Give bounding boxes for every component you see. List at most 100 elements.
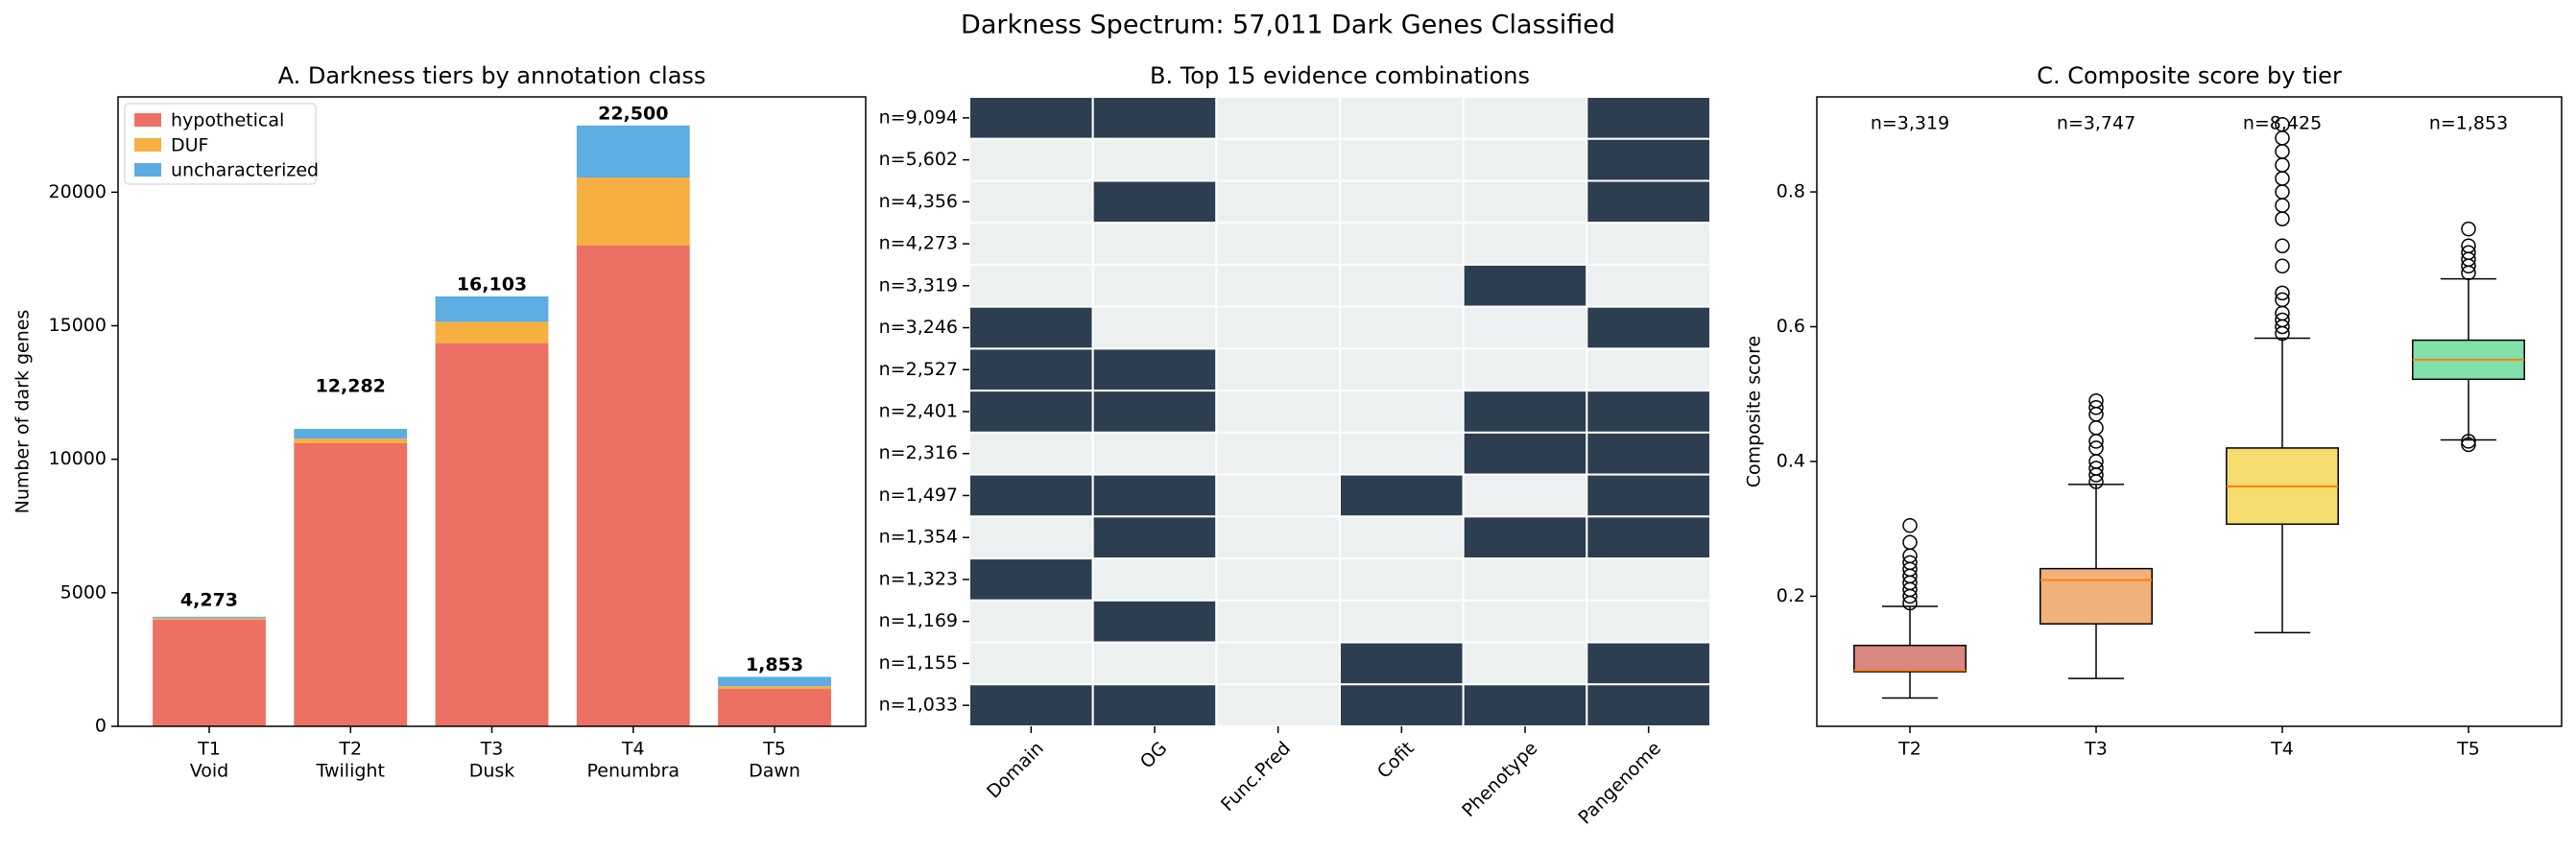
bar-segment bbox=[718, 676, 831, 687]
heatmap-cell bbox=[1091, 137, 1218, 182]
heatmap-cell bbox=[1462, 557, 1588, 602]
heatmap-cell bbox=[1462, 137, 1588, 182]
heatmap-cell bbox=[1586, 222, 1712, 266]
heatmap-cell bbox=[1091, 96, 1218, 140]
total-label: 4,273 bbox=[180, 590, 238, 611]
heatmap-cell bbox=[968, 305, 1094, 350]
heatmap-cell bbox=[1586, 96, 1712, 140]
heatmap-cell bbox=[1462, 390, 1588, 434]
heatmap-cell bbox=[1339, 390, 1465, 434]
heatmap-cell bbox=[1339, 599, 1465, 644]
row-label: n=3,246 bbox=[879, 317, 958, 338]
box bbox=[1853, 644, 1967, 673]
y-tick-label: 0.2 bbox=[1777, 585, 1805, 606]
legend-box bbox=[124, 103, 317, 185]
flier bbox=[1902, 517, 1918, 533]
heatmap-cell bbox=[968, 137, 1094, 182]
heatmap-cell bbox=[1586, 263, 1712, 308]
legend-label: hypothetical bbox=[171, 110, 284, 131]
row-label: n=2,401 bbox=[879, 401, 958, 422]
heatmap-cell bbox=[1091, 641, 1218, 686]
total-label: 1,853 bbox=[746, 654, 803, 675]
x-tick-label: T1 bbox=[197, 739, 221, 760]
flier bbox=[2275, 117, 2290, 132]
bar-segment bbox=[153, 616, 266, 619]
heatmap-cell bbox=[1091, 683, 1218, 727]
heatmap-cell bbox=[1586, 179, 1712, 225]
heatmap-cell bbox=[968, 431, 1094, 476]
bar-segment bbox=[718, 686, 831, 690]
bar-segment bbox=[153, 618, 266, 620]
heatmap-cell bbox=[1586, 557, 1712, 602]
heatmap-cell bbox=[968, 390, 1094, 434]
heatmap-cell bbox=[1462, 431, 1588, 476]
legend-swatch bbox=[134, 113, 161, 127]
heatmap-cell bbox=[1215, 599, 1342, 644]
heatmap-cell bbox=[1215, 515, 1342, 560]
bar-segment bbox=[576, 125, 690, 178]
heatmap-cell bbox=[1339, 641, 1465, 686]
flier bbox=[2275, 258, 2290, 274]
axes-frame bbox=[117, 96, 867, 727]
heatmap-cell bbox=[1586, 641, 1712, 686]
y-tick-label: 20000 bbox=[49, 181, 107, 202]
y-tick-label: 0.6 bbox=[1777, 316, 1805, 337]
heatmap-cell bbox=[968, 222, 1094, 266]
heatmap-cell bbox=[1215, 390, 1342, 434]
heatmap-cell bbox=[1215, 305, 1342, 350]
heatmap-cell bbox=[1091, 390, 1218, 434]
y-axis-label: Number of dark genes bbox=[12, 310, 34, 514]
flier bbox=[2461, 437, 2476, 453]
x-tick-sublabel: Twilight bbox=[316, 761, 385, 782]
legend-label: uncharacterized bbox=[171, 160, 319, 181]
y-tick-label: 0.4 bbox=[1777, 450, 1805, 471]
heatmap-cell bbox=[1215, 431, 1342, 476]
heatmap-cell bbox=[968, 179, 1094, 225]
flier bbox=[2461, 245, 2476, 260]
bar-segment bbox=[153, 619, 266, 726]
n-label: n=8,425 bbox=[2243, 113, 2322, 134]
flier bbox=[2275, 285, 2290, 301]
heatmap-cell bbox=[1339, 683, 1465, 727]
x-tick-label: T5 bbox=[2456, 739, 2480, 760]
x-tick-sublabel: Penumbra bbox=[586, 761, 680, 782]
bar-segment bbox=[435, 296, 549, 322]
heatmap-cell bbox=[1091, 222, 1218, 266]
x-tick-label: T4 bbox=[2270, 739, 2294, 760]
heatmap-cell bbox=[968, 599, 1094, 644]
heatmap-cell bbox=[1586, 473, 1712, 518]
heatmap-cell bbox=[1586, 347, 1712, 392]
n-label: n=3,319 bbox=[1871, 113, 1949, 134]
x-tick-sublabel: Dawn bbox=[749, 761, 800, 782]
heatmap-cell bbox=[1462, 222, 1588, 266]
panel-title: C. Composite score by tier bbox=[2037, 62, 2342, 89]
x-tick-label: T5 bbox=[762, 739, 786, 760]
row-label: n=5,602 bbox=[879, 149, 958, 170]
heatmap-cell bbox=[1091, 179, 1218, 225]
heatmap-cell bbox=[1339, 137, 1465, 182]
heatmap-cell bbox=[1215, 263, 1342, 308]
heatmap-cell bbox=[1339, 557, 1465, 602]
row-label: n=2,316 bbox=[879, 442, 958, 463]
heatmap-cell bbox=[1339, 305, 1465, 350]
row-label: n=1,354 bbox=[879, 527, 958, 548]
heatmap-cell bbox=[1462, 347, 1588, 392]
heatmap-cell bbox=[1462, 305, 1588, 350]
heatmap-cell bbox=[968, 473, 1094, 518]
heatmap-cell bbox=[1215, 557, 1342, 602]
bar-segment bbox=[294, 428, 408, 439]
flier bbox=[2275, 312, 2290, 328]
heatmap-cell bbox=[1339, 263, 1465, 308]
row-label: n=1,323 bbox=[879, 568, 958, 589]
total-label: 12,282 bbox=[316, 376, 386, 397]
row-label: n=1,497 bbox=[879, 485, 958, 506]
row-label: n=9,094 bbox=[879, 106, 958, 128]
flier bbox=[2088, 393, 2104, 409]
heatmap-cell bbox=[1091, 431, 1218, 476]
heatmap-cell bbox=[1462, 96, 1588, 140]
heatmap-cell bbox=[1091, 305, 1218, 350]
heatmap-cell bbox=[1215, 473, 1342, 518]
x-tick-label: T3 bbox=[480, 739, 504, 760]
axes-frame bbox=[1816, 96, 2563, 727]
